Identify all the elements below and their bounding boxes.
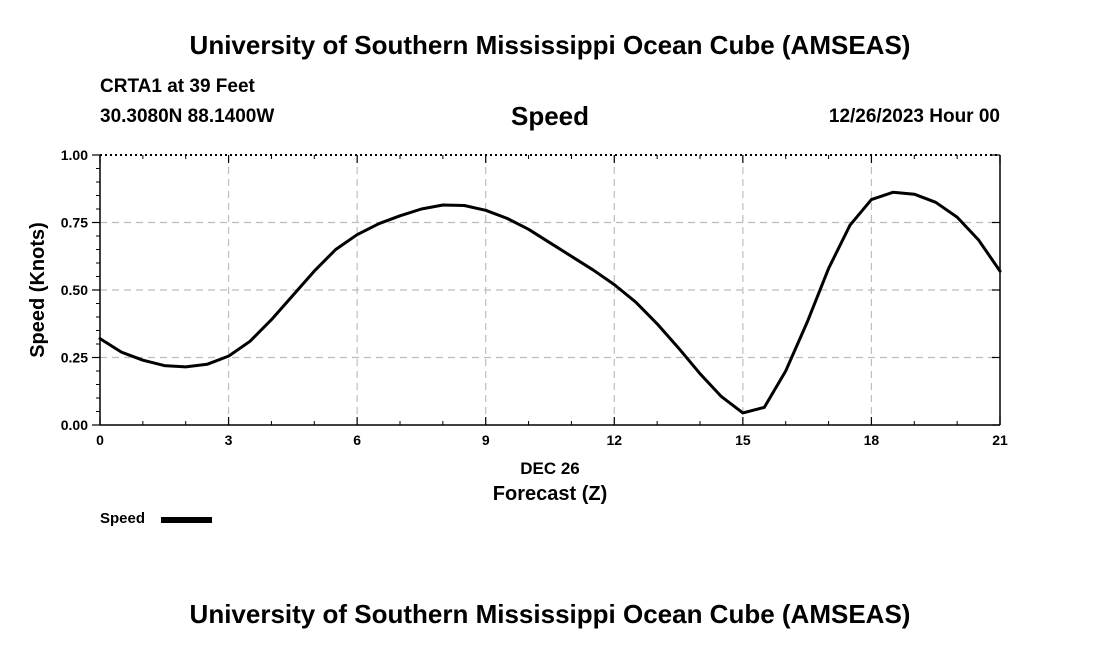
main-title: University of Southern Mississippi Ocean… xyxy=(189,30,911,60)
chart-title: Speed xyxy=(510,101,590,131)
x-tick-label: 3 xyxy=(225,432,233,448)
x-tick-label: 12 xyxy=(606,432,622,448)
x-tick-label: 0 xyxy=(96,432,104,448)
date-hour-label: 12/26/2023 Hour 00 xyxy=(828,106,1000,127)
x-tick-label: 6 xyxy=(353,432,361,448)
coordinates-label: 30.3080N 88.1400W xyxy=(100,106,275,127)
y-tick-label: 1.00 xyxy=(61,147,88,163)
x-tick-label: 9 xyxy=(482,432,490,448)
y-axis-title: Speed (Knots) xyxy=(27,222,49,358)
y-tick-label: 0.00 xyxy=(61,417,88,433)
y-tick-label: 0.75 xyxy=(61,215,88,231)
legend-line-swatch xyxy=(161,517,212,523)
y-tick-label: 0.25 xyxy=(61,350,88,366)
x-tick-label: 18 xyxy=(864,432,880,448)
series-layer xyxy=(98,190,1002,415)
station-label: CRTA1 at 39 Feet xyxy=(100,76,255,97)
x-tick-label: 15 xyxy=(735,432,751,448)
axis-ticks xyxy=(92,154,1001,426)
axis-labels: 0 3 6 9 12 15 18 21 0.00 0.25 0.50 0.75 1.00 DEC 26 Fo… xyxy=(27,147,1008,505)
series-line-speed xyxy=(98,190,1002,415)
y-tick-label: 0.50 xyxy=(61,282,88,298)
x-axis-date-label: DEC 26 xyxy=(520,459,580,478)
x-axis-title: Forecast (Z) xyxy=(493,483,607,505)
footer-title: University of Southern Mississippi Ocean… xyxy=(189,599,911,629)
x-tick-label: 21 xyxy=(992,432,1008,448)
legend-label: Speed xyxy=(100,510,146,527)
grid-lines xyxy=(100,155,1000,425)
